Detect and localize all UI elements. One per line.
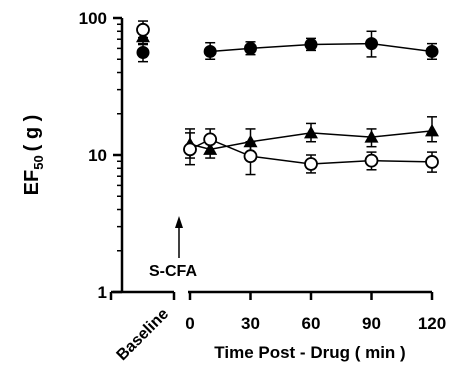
data-point-open-circle xyxy=(243,149,258,164)
series-filled-triangle xyxy=(138,29,437,159)
series-open-circle xyxy=(138,20,437,176)
s-cfa-arrow-head xyxy=(175,216,183,228)
y-tick-label: 10 xyxy=(88,146,107,165)
y-axis-label-main: EF xyxy=(21,170,43,196)
data-point-filled-triangle xyxy=(203,142,218,155)
x-tick-label: 0 xyxy=(185,314,194,333)
data-point-filled-circle xyxy=(203,44,217,58)
data-point-filled-triangle xyxy=(243,134,258,148)
y-ticks: 1 10 100 xyxy=(79,9,122,302)
x-axis-label: Time Post - Drug ( min ) xyxy=(214,343,405,362)
x-tick-label: 120 xyxy=(418,314,446,333)
s-cfa-annotation: S-CFA xyxy=(149,216,197,280)
data-point-filled-triangle xyxy=(304,125,318,139)
s-cfa-label: S-CFA xyxy=(149,263,197,280)
data-point-open-circle xyxy=(183,142,197,157)
data-point-filled-circle xyxy=(244,41,257,55)
data-point-filled-circle xyxy=(136,45,150,59)
x-tick-label: 60 xyxy=(302,314,321,333)
data-point-open-circle xyxy=(364,153,379,168)
y-axis-label-unit: ( g ) xyxy=(21,115,43,152)
markers-filled-circle xyxy=(136,37,439,59)
data-point-open-circle xyxy=(425,155,439,169)
data-point-filled-triangle xyxy=(364,130,379,143)
baseline-label: Baseline xyxy=(114,305,173,364)
data-point-filled-triangle xyxy=(425,123,439,137)
data-point-open-circle xyxy=(136,22,150,37)
data-point-filled-circle xyxy=(425,44,439,58)
y-tick-label: 1 xyxy=(98,283,107,302)
y-tick-label: 100 xyxy=(79,9,107,28)
series-line xyxy=(210,42,433,53)
data-point-open-circle xyxy=(203,132,218,147)
markers-open-circle xyxy=(136,22,439,171)
x-tick-label: 30 xyxy=(241,314,260,333)
data-point-open-circle xyxy=(304,157,318,171)
data-point-filled-circle xyxy=(365,37,378,51)
x-ticks: 0 30 60 90 120 xyxy=(185,292,446,333)
series-filled-circle xyxy=(138,30,437,63)
y-axis-label: EF50 ( g ) xyxy=(21,115,46,196)
data-point-filled-circle xyxy=(304,38,318,52)
series-layer xyxy=(136,20,439,176)
y-axis-label-sub: 50 xyxy=(31,155,46,169)
x-tick-label: 90 xyxy=(362,314,381,333)
